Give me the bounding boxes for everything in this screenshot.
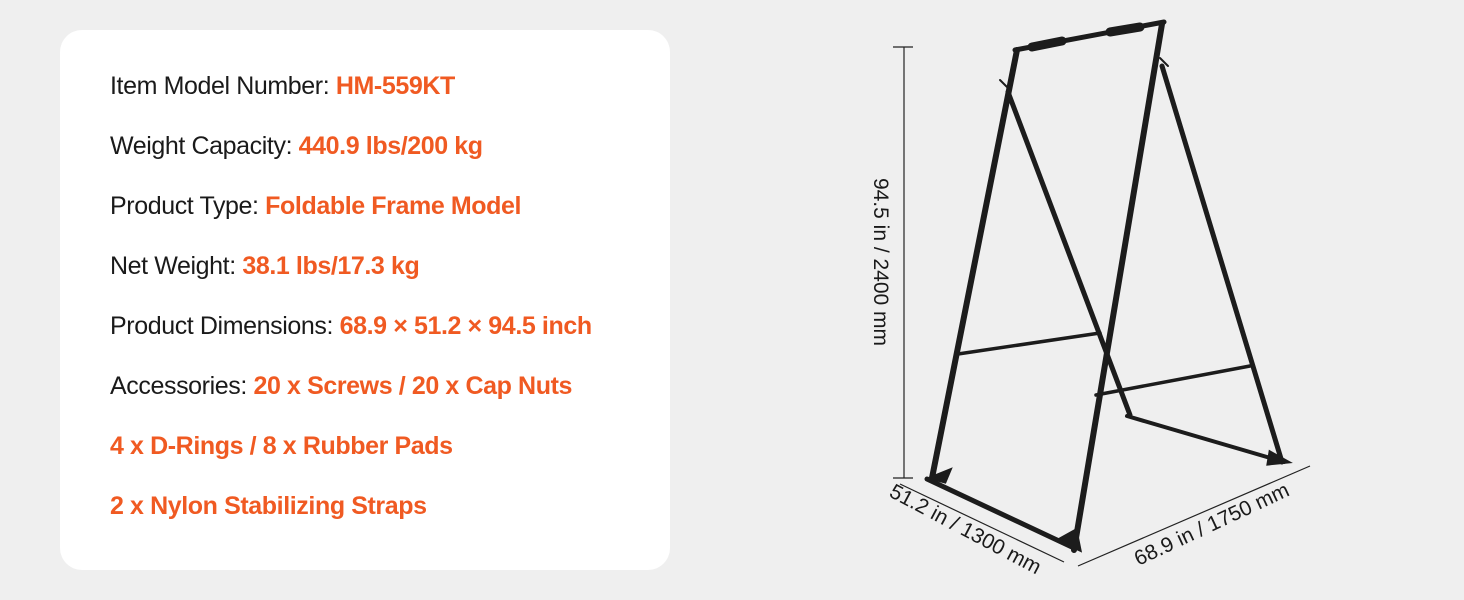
height-dimension-line: [893, 46, 913, 479]
spec-row-accessories-3: 2 x Nylon Stabilizing Straps: [110, 492, 427, 521]
spec-row-accessories-2: 4 x D-Rings / 8 x Rubber Pads: [110, 432, 453, 461]
spec-value: HM-559KT: [335, 72, 455, 100]
spec-value: Foldable Frame Model: [265, 192, 522, 220]
spec-row-dimensions: Product Dimensions: 68.9 × 51.2 × 94.5 i…: [110, 312, 592, 341]
spec-card: Item Model Number: HM-559KT Weight Capac…: [60, 30, 670, 570]
spec-row-weight-capacity: Weight Capacity: 440.9 lbs/200 kg: [110, 132, 483, 161]
spec-label: Net Weight:: [110, 252, 243, 280]
spec-label: Product Type:: [110, 192, 266, 220]
height-dimension-label: 94.5 in / 2400 mm: [869, 177, 892, 347]
spec-row-product-type: Product Type: Foldable Frame Model: [110, 192, 521, 221]
spec-label: Product Dimensions:: [110, 312, 340, 340]
spec-row-accessories: Accessories: 20 x Screws / 20 x Cap Nuts: [110, 372, 572, 401]
spec-row-model: Item Model Number: HM-559KT: [110, 72, 455, 101]
spec-label: Item Model Number:: [110, 72, 336, 100]
spec-value: 2 x Nylon Stabilizing Straps: [110, 492, 427, 520]
spec-row-net-weight: Net Weight: 38.1 lbs/17.3 kg: [110, 252, 420, 281]
depth-dimension-line: [1077, 465, 1311, 567]
spec-label: Weight Capacity:: [110, 132, 299, 160]
spec-value: 4 x D-Rings / 8 x Rubber Pads: [110, 432, 453, 460]
width-dimension-line: [899, 483, 1065, 563]
spec-value: 38.1 lbs/17.3 kg: [242, 252, 420, 280]
spec-value: 68.9 × 51.2 × 94.5 inch: [339, 312, 592, 340]
frame-structure: [924, 19, 1293, 553]
spec-label: Accessories:: [110, 372, 254, 400]
spec-value: 440.9 lbs/200 kg: [298, 132, 483, 160]
spec-value: 20 x Screws / 20 x Cap Nuts: [253, 372, 573, 400]
